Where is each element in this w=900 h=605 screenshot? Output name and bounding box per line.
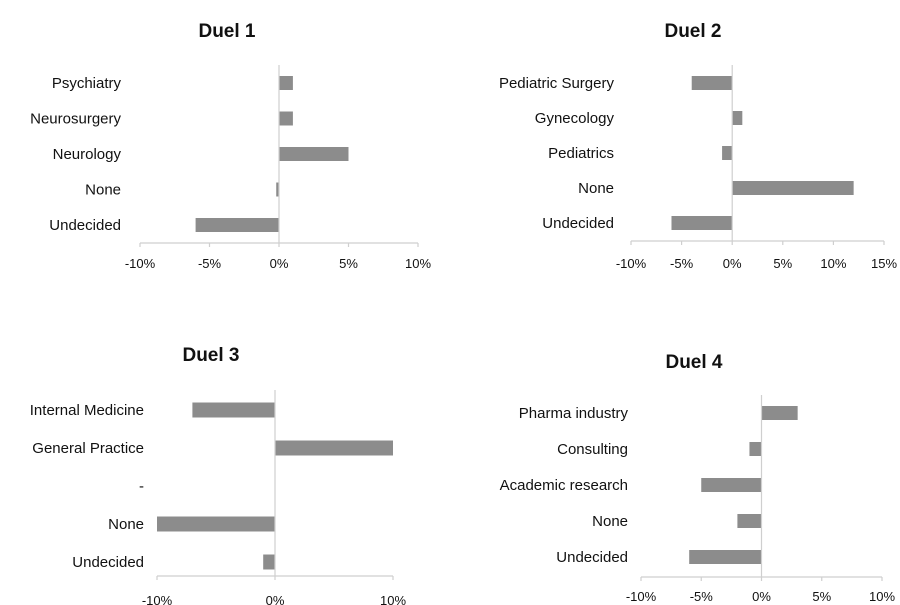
bar bbox=[276, 182, 279, 197]
bar bbox=[689, 550, 762, 564]
category-label: Neurosurgery bbox=[30, 111, 121, 128]
bar bbox=[732, 181, 854, 195]
x-tick-label: -5% bbox=[670, 256, 694, 271]
x-tick-label: 15% bbox=[871, 256, 897, 271]
category-label: - bbox=[139, 478, 144, 495]
x-tick-label: 5% bbox=[773, 256, 792, 271]
chart-title: Duel 1 bbox=[198, 21, 255, 42]
x-tick-label: -10% bbox=[616, 256, 647, 271]
category-label: General Practice bbox=[32, 440, 144, 457]
chart-title: Duel 4 bbox=[665, 352, 722, 373]
x-tick-label: 0% bbox=[752, 589, 771, 604]
category-label: Neurology bbox=[53, 146, 122, 163]
bar bbox=[749, 442, 762, 456]
bar bbox=[263, 554, 275, 570]
bar bbox=[671, 216, 733, 230]
chart-title: Duel 2 bbox=[664, 21, 721, 42]
category-label: Internal Medicine bbox=[30, 402, 144, 419]
category-label: None bbox=[578, 180, 614, 197]
category-label: Consulting bbox=[557, 441, 628, 458]
x-tick-label: 0% bbox=[270, 256, 289, 271]
x-tick-label: -10% bbox=[142, 593, 173, 605]
category-label: Pharma industry bbox=[519, 405, 629, 422]
x-tick-label: -5% bbox=[198, 256, 222, 271]
x-tick-label: 5% bbox=[812, 589, 831, 604]
x-tick-label: -10% bbox=[125, 256, 156, 271]
x-tick-label: 0% bbox=[266, 593, 285, 605]
chart-panel-1: Duel 1 Psychiatry Neurosurgery Neurology Non… bbox=[30, 21, 431, 271]
chart-panel-2: Duel 2 Pediatric Surgery Gynecology Pediatr… bbox=[499, 21, 898, 271]
x-tick-label: 10% bbox=[380, 593, 406, 605]
category-label: Pediatric Surgery bbox=[499, 75, 615, 92]
bar bbox=[279, 111, 293, 126]
bar bbox=[722, 146, 733, 160]
bar bbox=[279, 147, 349, 161]
bar bbox=[732, 111, 743, 125]
chart-title: Duel 3 bbox=[182, 345, 239, 366]
category-label: Academic research bbox=[500, 477, 628, 494]
category-label: Undecided bbox=[542, 215, 614, 232]
chart-panel-4: Duel 4 Pharma industry Consulting Academic … bbox=[500, 352, 896, 604]
bar bbox=[192, 402, 275, 418]
bar bbox=[737, 514, 762, 528]
category-label: Undecided bbox=[72, 554, 144, 571]
category-label: Gynecology bbox=[535, 110, 615, 127]
bar bbox=[195, 218, 279, 232]
x-tick-label: 5% bbox=[339, 256, 358, 271]
category-label: Undecided bbox=[556, 549, 628, 566]
category-label: None bbox=[85, 182, 121, 199]
x-tick-label: 10% bbox=[820, 256, 846, 271]
bar bbox=[691, 76, 733, 90]
x-tick-label: 10% bbox=[869, 589, 895, 604]
category-label: Undecided bbox=[49, 217, 121, 234]
bar bbox=[275, 440, 393, 456]
bar bbox=[701, 478, 762, 492]
x-tick-label: -10% bbox=[626, 589, 657, 604]
x-tick-label: -5% bbox=[690, 589, 714, 604]
bar bbox=[761, 406, 798, 420]
bar bbox=[279, 76, 293, 90]
category-label: Psychiatry bbox=[52, 75, 122, 92]
chart-panel-3: Duel 3 Internal Medicine General Practice -… bbox=[30, 345, 407, 605]
x-tick-label: 10% bbox=[405, 256, 431, 271]
bar bbox=[157, 516, 275, 532]
x-tick-label: 0% bbox=[723, 256, 742, 271]
category-label: Pediatrics bbox=[548, 145, 614, 162]
category-label: None bbox=[108, 516, 144, 533]
category-label: None bbox=[592, 513, 628, 530]
